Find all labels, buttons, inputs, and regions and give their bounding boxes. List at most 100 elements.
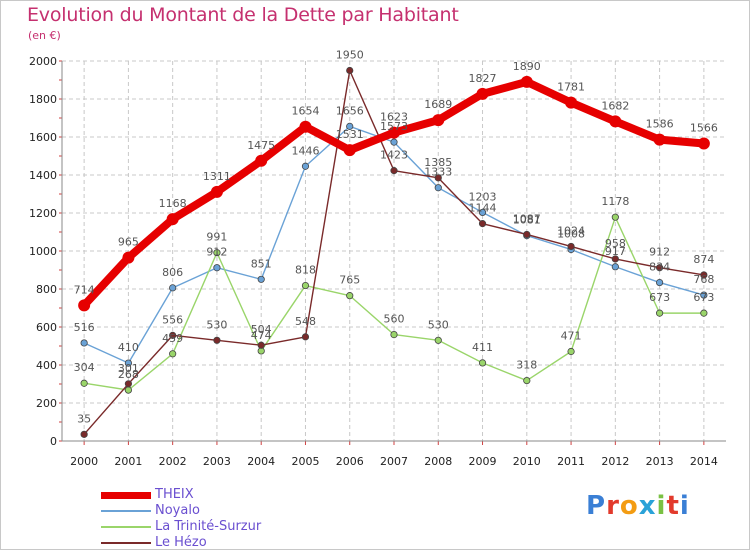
data-point bbox=[434, 184, 442, 192]
data-label: 1890 bbox=[513, 60, 541, 73]
data-label: 1623 bbox=[380, 111, 408, 124]
data-label: 411 bbox=[472, 341, 493, 354]
data-point bbox=[478, 359, 487, 367]
data-point bbox=[434, 174, 442, 182]
data-point bbox=[611, 255, 619, 263]
data-point bbox=[80, 339, 88, 347]
data-point bbox=[478, 208, 487, 217]
data-label: 530 bbox=[428, 318, 449, 331]
logo-letter: i bbox=[679, 491, 690, 521]
legend-swatch bbox=[101, 510, 151, 512]
data-point bbox=[122, 251, 135, 264]
data-point bbox=[124, 380, 133, 388]
data-label: 806 bbox=[162, 266, 183, 279]
data-point bbox=[390, 330, 398, 339]
data-label: 851 bbox=[251, 257, 272, 270]
data-point bbox=[611, 263, 619, 271]
chart-subtitle: (en €) bbox=[28, 29, 61, 42]
data-label: 556 bbox=[162, 313, 183, 326]
data-point bbox=[478, 220, 487, 228]
data-point bbox=[169, 350, 177, 358]
data-point bbox=[700, 309, 708, 317]
y-tick-label: 800 bbox=[36, 283, 57, 296]
x-tick-label: 2003 bbox=[203, 455, 231, 468]
y-tick-label: 400 bbox=[36, 359, 57, 372]
x-tick-label: 2008 bbox=[424, 455, 452, 468]
data-point bbox=[124, 359, 133, 367]
x-tick-label: 2001 bbox=[114, 455, 142, 468]
data-label: 304 bbox=[74, 361, 95, 374]
data-point bbox=[655, 264, 664, 272]
logo-letter: o bbox=[619, 491, 639, 521]
logo-letter: P bbox=[586, 491, 607, 521]
data-label: 1586 bbox=[646, 118, 674, 131]
data-point bbox=[301, 333, 310, 341]
x-tick-label: 2012 bbox=[601, 455, 629, 468]
data-label: 765 bbox=[339, 274, 360, 287]
data-label: 1024 bbox=[557, 224, 585, 237]
data-point bbox=[609, 115, 622, 128]
data-label: 991 bbox=[206, 231, 227, 244]
data-point bbox=[80, 379, 88, 387]
data-label: 1566 bbox=[690, 121, 718, 134]
data-label: 1423 bbox=[380, 149, 408, 162]
data-point bbox=[700, 291, 708, 299]
data-point bbox=[434, 336, 442, 344]
data-label: 917 bbox=[605, 245, 626, 258]
data-label: 714 bbox=[74, 283, 95, 296]
data-label: 1656 bbox=[336, 104, 364, 117]
data-label: 1008 bbox=[557, 227, 585, 240]
data-label: 673 bbox=[693, 291, 714, 304]
data-point bbox=[80, 430, 88, 438]
data-label: 1781 bbox=[557, 81, 585, 94]
data-point bbox=[523, 230, 531, 239]
logo-letter: x bbox=[638, 491, 657, 521]
data-label: 471 bbox=[561, 330, 582, 343]
legend-label: La Trinité-Surzur bbox=[155, 519, 262, 534]
data-point bbox=[166, 213, 179, 226]
y-tick-label: 1400 bbox=[29, 169, 57, 182]
data-label: 516 bbox=[74, 321, 95, 334]
x-tick-label: 2011 bbox=[557, 455, 585, 468]
x-tick-label: 2014 bbox=[690, 455, 718, 468]
x-tick-label: 2002 bbox=[159, 455, 187, 468]
logo-letter: i bbox=[656, 491, 667, 521]
data-point bbox=[301, 281, 310, 290]
y-tick-label: 1000 bbox=[29, 245, 57, 258]
legend-swatch bbox=[101, 491, 151, 499]
data-label: 818 bbox=[295, 264, 316, 277]
data-label: 548 bbox=[295, 315, 316, 328]
data-label: 1144 bbox=[469, 202, 497, 215]
data-point bbox=[343, 144, 356, 157]
x-tick-label: 2006 bbox=[336, 455, 364, 468]
data-point bbox=[655, 309, 664, 317]
data-point bbox=[390, 167, 398, 175]
data-label: 1178 bbox=[601, 195, 629, 208]
data-label: 1689 bbox=[424, 98, 452, 111]
data-point bbox=[653, 133, 666, 146]
x-tick-label: 2007 bbox=[380, 455, 408, 468]
x-tick-label: 2013 bbox=[646, 455, 674, 468]
data-label: 1475 bbox=[247, 139, 275, 152]
data-point bbox=[523, 376, 531, 385]
x-tick-label: 2005 bbox=[291, 455, 319, 468]
data-label: 474 bbox=[251, 329, 272, 342]
data-point bbox=[124, 386, 133, 394]
data-point bbox=[257, 275, 265, 283]
data-label: 1950 bbox=[336, 49, 364, 62]
y-tick-label: 2000 bbox=[29, 55, 57, 68]
data-point bbox=[169, 331, 177, 339]
x-tick-label: 2009 bbox=[469, 455, 497, 468]
data-label: 504 bbox=[251, 323, 272, 336]
y-tick-label: 200 bbox=[36, 397, 57, 410]
x-tick-label: 2004 bbox=[247, 455, 275, 468]
data-point bbox=[388, 126, 400, 139]
data-label: 318 bbox=[516, 359, 537, 372]
x-tick-label: 2000 bbox=[70, 455, 98, 468]
data-point bbox=[567, 347, 575, 356]
data-label: 1654 bbox=[291, 105, 319, 118]
data-point bbox=[213, 336, 221, 344]
data-point bbox=[655, 278, 664, 287]
